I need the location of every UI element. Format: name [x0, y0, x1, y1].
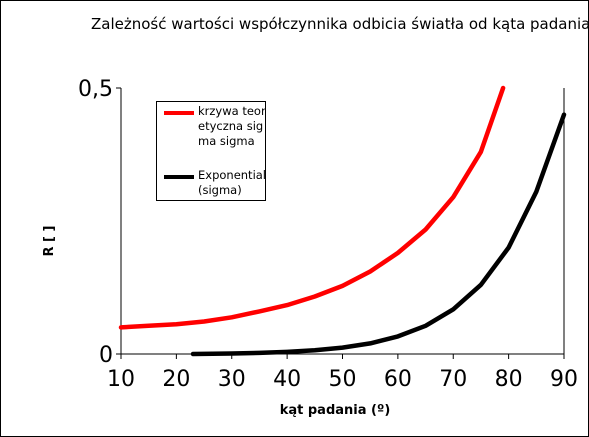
x-tick-label: 20	[162, 367, 190, 392]
legend-item-exponential: Exponential (sigma)	[161, 166, 267, 200]
y-axis-title: R [ ]	[42, 226, 57, 257]
legend: krzywa teoretyczna sigma sigma Exponenti…	[156, 101, 266, 201]
x-tick-label: 80	[495, 367, 523, 392]
x-tick-group: 10 20 30 40 50 60 70 80 90	[107, 354, 578, 392]
x-tick-label: 10	[107, 367, 135, 392]
x-axis-title: kąt padania (º)	[280, 403, 391, 418]
series-layer	[118, 85, 567, 357]
x-tick-label: 40	[273, 367, 301, 392]
x-tick-label: 90	[550, 367, 578, 392]
y-tick-group: 00,5	[78, 77, 121, 368]
legend-item-theoretical: krzywa teoretyczna sigma sigma	[161, 104, 266, 164]
x-tick-label: 70	[439, 367, 467, 392]
x-tick-label: 60	[384, 367, 412, 392]
x-tick-label: 50	[329, 367, 357, 392]
series-line-exponential	[190, 112, 567, 357]
legend-label-theoretical: krzywa teoretyczna sigma sigma	[198, 104, 266, 148]
legend-label-exponential: Exponential (sigma)	[198, 168, 267, 197]
series-line-theoretical	[118, 85, 506, 330]
chart-title: Zależność wartości współczynnika odbicia…	[91, 15, 589, 33]
legend-swatch-black	[164, 175, 194, 179]
y-tick-label: 0	[99, 343, 113, 368]
legend-swatch-red	[164, 111, 194, 115]
y-tick-label: 0,5	[78, 77, 113, 102]
x-tick-label: 30	[218, 367, 246, 392]
